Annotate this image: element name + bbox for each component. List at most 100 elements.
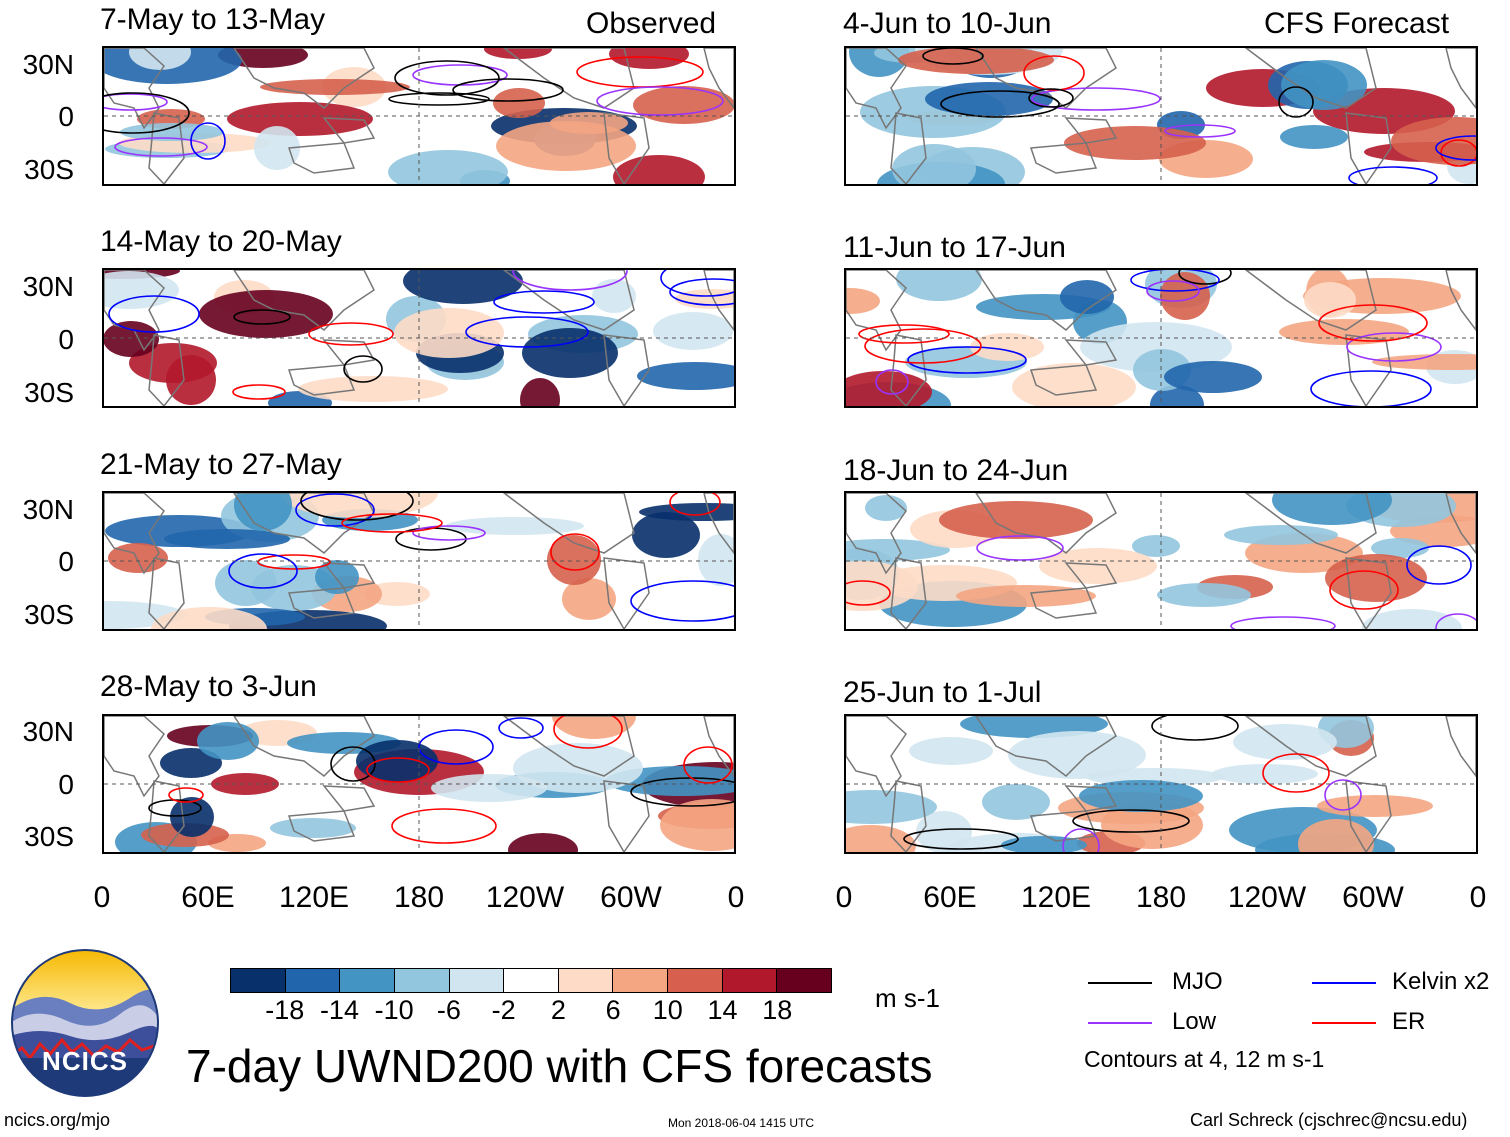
er-contour (366, 757, 430, 783)
coastline (1064, 339, 1118, 366)
wind-anomaly-shade (846, 561, 918, 611)
er-contour (257, 554, 331, 570)
low-contour (1146, 280, 1200, 302)
colorbar-label: -2 (491, 995, 516, 1025)
wind-anomaly-shade (403, 270, 523, 304)
lat-label-30n: 30N (22, 271, 74, 302)
wind-anomaly-shade (562, 578, 616, 620)
wind-anomaly-shade (493, 88, 545, 118)
logo-text: NCICS (42, 1046, 128, 1076)
er-contour (168, 787, 204, 803)
kelvin-contour (498, 717, 544, 739)
wind-anomaly-shade (1224, 525, 1338, 545)
low-contour (1324, 779, 1362, 811)
coastline (322, 785, 376, 812)
colorbar-swatch (285, 969, 341, 992)
coastline (287, 142, 356, 174)
colorbar-swatch (558, 969, 614, 992)
colorbar (230, 968, 832, 993)
lat-label-30n: 30N (22, 494, 74, 525)
lon-label-0-end: 0 (1469, 881, 1487, 914)
low-contour (104, 93, 168, 111)
wind-anomaly-shade (1039, 548, 1157, 584)
mjo-contour (922, 48, 984, 65)
er-contour (1440, 139, 1476, 167)
er-contour (864, 328, 982, 364)
wind-anomaly-shade (982, 784, 1050, 820)
coastline (287, 810, 356, 842)
wind-anomaly-shade (1164, 361, 1262, 393)
lat-label-30n: 30N (22, 49, 74, 80)
mjo-contour (330, 746, 376, 782)
wind-anomaly-shade (394, 308, 504, 358)
kelvin-contour (1310, 370, 1432, 406)
colorbar-swatch (394, 969, 450, 992)
kelvin-contour (660, 270, 734, 297)
lon-label-0: 0 (93, 881, 111, 914)
legend-mjo-line (1088, 982, 1152, 984)
wind-anomaly-shade (364, 582, 430, 606)
wind-anomaly-shade (120, 123, 224, 141)
wind-anomaly-shade (270, 818, 356, 838)
wind-anomaly-shade (846, 371, 932, 406)
wind-anomaly-shade (164, 529, 290, 549)
footer-url[interactable]: ncics.org/mjo (4, 1110, 111, 1130)
low-contour (412, 525, 486, 541)
coastline (1345, 557, 1392, 629)
wind-anomaly-shade (160, 748, 222, 778)
low-contour (1062, 828, 1100, 852)
lat-label-30s: 30S (24, 154, 74, 185)
wind-anomaly-shade (846, 825, 916, 852)
observed-panel-title-4: 28-May to 3-Jun (100, 670, 317, 703)
coastline (104, 716, 165, 798)
wind-anomaly-shade (1391, 117, 1476, 165)
coastline (322, 339, 376, 366)
low-contour (976, 535, 1064, 561)
mjo-contour (452, 78, 564, 102)
kelvin-contour (1348, 166, 1438, 184)
colorbar-swatch (340, 969, 395, 992)
coastline (322, 117, 376, 144)
colorbar-swatch (449, 969, 505, 992)
wind-anomaly-shade (1101, 801, 1203, 849)
coastline (1064, 785, 1118, 812)
coastline (148, 780, 185, 852)
wind-anomaly-shade (298, 376, 448, 402)
colorbar-swatch (613, 969, 669, 992)
wind-anomaly-shade (925, 82, 1053, 116)
observed-map-4 (102, 714, 736, 854)
colorbar-swatch (777, 969, 832, 992)
coastline (233, 493, 375, 554)
lat-label-30s: 30S (24, 821, 74, 852)
forecast-map-1 (844, 46, 1478, 186)
coastline (846, 716, 907, 798)
wind-anomaly-shade (613, 155, 705, 184)
wind-anomaly-shade (633, 86, 734, 124)
coastline (1029, 587, 1098, 619)
coastline (322, 562, 376, 589)
kelvin-contour (190, 122, 226, 160)
lon-label-60e: 60E (181, 881, 235, 914)
wind-anomaly-shade (1280, 125, 1348, 149)
wind-anomaly-shade (1008, 731, 1146, 779)
wind-anomaly-shade (660, 799, 734, 851)
mjo-contour (300, 493, 414, 521)
forecast-panel-title-2: 11-Jun to 17-Jun (843, 231, 1066, 264)
forecast-map-3 (844, 491, 1478, 631)
er-contour (391, 808, 497, 844)
coastline (1345, 112, 1392, 184)
wind-anomaly-shade (254, 126, 300, 170)
coastline (1064, 117, 1118, 144)
colorbar-label: -14 (319, 995, 359, 1025)
coastline (233, 270, 375, 331)
low-contour (114, 137, 208, 157)
wind-anomaly-shade (609, 48, 689, 69)
legend-kelvin-line (1312, 982, 1376, 984)
coastline (703, 48, 734, 110)
lat-label-eq: 0 (58, 546, 74, 577)
kelvin-contour (108, 295, 200, 333)
lat-label-eq: 0 (58, 324, 74, 355)
footer-timestamp: Mon 2018-06-04 1415 UTC (668, 1116, 815, 1130)
lat-label-30s: 30S (24, 377, 74, 408)
coastline (502, 270, 635, 331)
